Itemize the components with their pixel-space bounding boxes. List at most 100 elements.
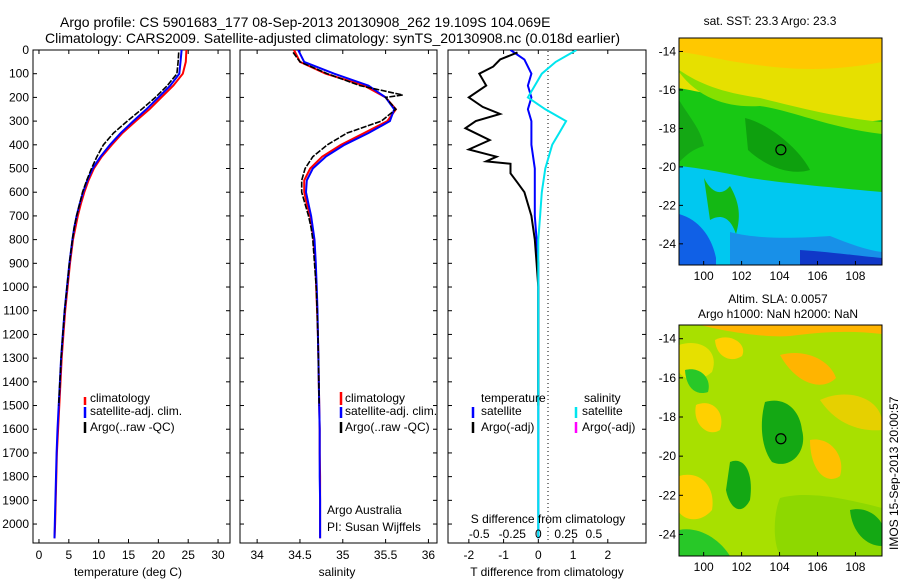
sla-yellow-northcenter [715,337,744,360]
series-line-argo-raw-qc [292,51,403,406]
x-tick-label: 102 [732,560,752,574]
temperature-legend: climatology satellite-adj. clim. Argo(..… [83,391,182,434]
x-tick-label: 34.5 [288,548,312,562]
sla-low-west [685,369,709,394]
legend-title-salinity: salinity [584,391,621,405]
sla-map-frame [678,324,883,557]
y-tick-label: 1000 [2,280,29,294]
sst-map-ticks: 100 102 104 106 108 -14 -16 -18 -20 -22 -24 [659,44,866,283]
y-tick-label: 1300 [2,351,29,365]
annotation-pi: PI: Susan Wijffels [327,520,421,534]
y-tick-label: -22 [659,488,677,502]
sla-map-title-line2: Argo h1000: NaN h2000: NaN [698,307,858,321]
y-tick-label: 1100 [3,304,29,318]
temperature-ticks: 0 5 10 15 20 25 300100200300400500600700800900… [2,43,230,562]
y-tick-label: 1800 [2,470,29,484]
salinity-panel: 34 34.5 35 35.5 36 salinity climatology sate… [239,49,438,579]
legend-label-satellite: satellite-adj. clim. [345,404,437,418]
x-tick-label: 0 [36,548,43,562]
series-line-argo-raw-qc [57,52,180,406]
temperature-xlabel: temperature (deg C) [74,565,182,579]
x-tick-label: 102 [732,269,752,283]
y-tick-label: 2000 [2,517,29,531]
top-tick-label: -0.5 [469,527,490,541]
y-tick-label: -18 [659,410,677,424]
x-tick-label: 36 [422,548,436,562]
x-tick-label: 108 [845,560,865,574]
legend-label-climatology: climatology [345,391,405,405]
y-tick-label: -22 [659,198,677,212]
y-tick-label: -24 [659,527,677,541]
argo-location-marker [775,144,787,156]
legend-label-satellite: satellite-adj. clim. [90,404,182,418]
legend-label-temperature-argo: Argo(-adj) [481,420,534,434]
sst-map-title: sat. SST: 23.3 Argo: 23.3 [704,14,837,28]
legend-label-argo: Argo(..raw -QC) [90,420,175,434]
x-tick-label: 35.5 [374,548,398,562]
x-tick-label: 25 [182,548,196,562]
sla-low-southwest [679,529,730,556]
x-tick-label: 2 [604,548,611,562]
sst-coldest-south [800,250,882,265]
y-tick-label: 600 [9,185,29,199]
top-tick-label: -0.25 [499,527,527,541]
salinity-legend: climatology satellite-adj. clim. Argo(..… [339,391,437,434]
y-tick-label: -16 [659,83,677,97]
y-tick-label: 1700 [2,446,29,460]
sla-high-north [700,325,882,337]
sst-patch-center [745,118,810,172]
difference-xlabel-top: S difference from climatology [471,512,626,526]
sla-map-ticks: 100 102 104 106 108 -14 -16 -18 -20 -22 -24 [659,332,866,574]
temperature-lines [53,50,188,539]
difference-xlabel: T difference from climatology [470,565,624,579]
y-tick-label: 1400 [2,375,29,389]
y-tick-label: -20 [659,160,677,174]
x-tick-label: -2 [464,548,475,562]
sla-orange-center [780,352,836,385]
y-tick-label: -20 [659,449,677,463]
x-tick-label: 15 [122,548,136,562]
y-tick-label: 1200 [2,327,29,341]
difference-legend-salinity: salinity satellite Argo(-adj) [574,391,635,434]
y-tick-label: 1500 [2,399,29,413]
x-tick-label: 20 [152,548,166,562]
difference-panel: -2 -1 0 1 2 S difference from climatology -0… [447,49,647,579]
y-tick-label: 0 [22,43,29,57]
annotation-institution: Argo Australia [327,503,402,517]
sst-warmest-band [679,38,882,69]
x-tick-label: 0 [535,548,542,562]
x-tick-label: 106 [807,269,827,283]
legend-label-argo: Argo(..raw -QC) [345,420,430,434]
sla-map-title-line1: Altim. SLA: 0.0057 [728,292,828,306]
legend-label-climatology: climatology [90,391,150,405]
sst-green-intrusion [704,178,739,234]
salinity-difference-ticks: -0.5 -0.25 0 0.25 0.5 [469,527,603,541]
figure-title-line1: Argo profile: CS 5901683_177 08-Sep-2013… [60,14,550,30]
salinity-axes-frame [239,49,438,544]
sst-transition-band [679,70,882,134]
sst-map-image [679,38,882,265]
legend-label-salinity-argo: Argo(-adj) [582,420,635,434]
sla-yellow-southwest [695,403,722,433]
salinity-xlabel: salinity [319,565,356,579]
x-tick-label: 100 [694,269,714,283]
x-tick-label: 100 [694,560,714,574]
y-tick-label: 200 [9,90,29,104]
series-line-satellite-adj-clim [297,50,396,539]
x-tick-label: 34 [250,548,264,562]
y-tick-label: 1900 [2,493,29,507]
y-tick-label: 400 [9,138,29,152]
series-line-salinity-satellite [526,50,577,539]
sst-map-panel: sat. SST: 23.3 Argo: 23.3 100 102 104 106 10… [659,14,883,283]
temperature-panel: 0 5 10 15 20 25 300100200300400500600700800900… [2,43,231,579]
y-tick-label: 900 [9,256,29,270]
legend-label-temperature-satellite: satellite [481,404,522,418]
sla-map-image [679,325,882,556]
y-tick-label: -18 [659,121,677,135]
argo-location-marker [775,433,787,445]
x-tick-label: 104 [770,560,790,574]
difference-axes-frame [447,49,647,544]
y-tick-label: 700 [9,209,29,223]
sla-yellow-lower-west [679,474,713,520]
sst-patch-west [679,100,704,162]
